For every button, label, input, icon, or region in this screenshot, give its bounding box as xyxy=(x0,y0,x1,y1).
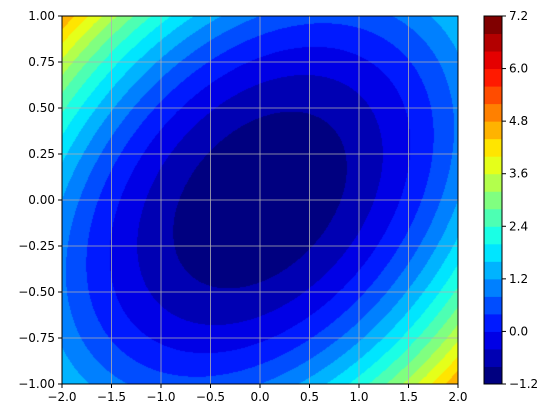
plot-area xyxy=(61,15,459,385)
y-tick-label: 0.25 xyxy=(28,147,55,161)
colorbar-tick-label: 7.2 xyxy=(509,9,528,23)
colorbar-band xyxy=(484,121,502,140)
y-tick-label: 1.00 xyxy=(28,9,55,23)
colorbar xyxy=(483,15,503,385)
colorbar-band xyxy=(484,261,502,280)
colorbar-band xyxy=(484,86,502,105)
colorbar-band xyxy=(484,173,502,192)
colorbar-band xyxy=(484,226,502,245)
colorbar-band xyxy=(484,33,502,52)
y-tick-label: 0.50 xyxy=(28,101,55,115)
x-tick-label: −2.0 xyxy=(47,390,76,404)
colorbar-frame xyxy=(483,15,503,385)
colorbar-band xyxy=(484,138,502,157)
x-tick-label: −0.5 xyxy=(196,390,225,404)
x-tick-label: 0.0 xyxy=(250,390,269,404)
colorbar-tick-label: 4.8 xyxy=(509,114,528,128)
colorbar-band xyxy=(484,313,502,332)
y-tick-label: 0.00 xyxy=(28,193,55,207)
x-tick-label: −1.5 xyxy=(97,390,126,404)
colorbar-band xyxy=(484,366,502,385)
colorbar-band xyxy=(484,191,502,210)
y-tick-label: −1.00 xyxy=(18,377,55,391)
colorbar-band xyxy=(484,243,502,262)
y-tick-label: 0.75 xyxy=(28,55,55,69)
colorbar-tick-label: 6.0 xyxy=(509,62,528,76)
colorbar-tick-label: 2.4 xyxy=(509,219,528,233)
colorbar-tick-label: −1.2 xyxy=(509,377,538,391)
colorbar-axis: −1.2 0.0 1.2 2.4 3.6 4.8 6.0 7.2 xyxy=(502,9,538,391)
x-tick-label: 1.0 xyxy=(349,390,368,404)
colorbar-band xyxy=(484,68,502,87)
colorbar-band xyxy=(484,51,502,70)
colorbar-tick-label: 1.2 xyxy=(509,272,528,286)
x-tick-label: −1.0 xyxy=(146,390,175,404)
colorbar-band xyxy=(484,103,502,122)
y-tick-label: −0.25 xyxy=(18,239,55,253)
colorbar-band xyxy=(484,278,502,297)
colorbar-band xyxy=(484,208,502,227)
colorbar-band xyxy=(484,331,502,350)
x-tick-label: 0.5 xyxy=(300,390,319,404)
y-axis: −1.00 −0.75 −0.50 −0.25 0.00 0.25 0.50 0.75 1.00 xyxy=(18,9,62,391)
x-tick-label: 2.0 xyxy=(448,390,467,404)
colorbar-band xyxy=(484,16,502,35)
colorbar-band xyxy=(484,348,502,367)
colorbar-band xyxy=(484,156,502,175)
x-axis: −2.0 −1.5 −1.0 −0.5 0.0 0.5 1.0 1.5 2.0 xyxy=(47,384,468,404)
y-tick-label: −0.75 xyxy=(18,331,55,345)
x-tick-label: 1.5 xyxy=(399,390,418,404)
colorbar-tick-label: 3.6 xyxy=(509,167,528,181)
colorbar-band xyxy=(484,296,502,315)
y-tick-label: −0.50 xyxy=(18,285,55,299)
colorbar-tick-label: 0.0 xyxy=(509,324,528,338)
